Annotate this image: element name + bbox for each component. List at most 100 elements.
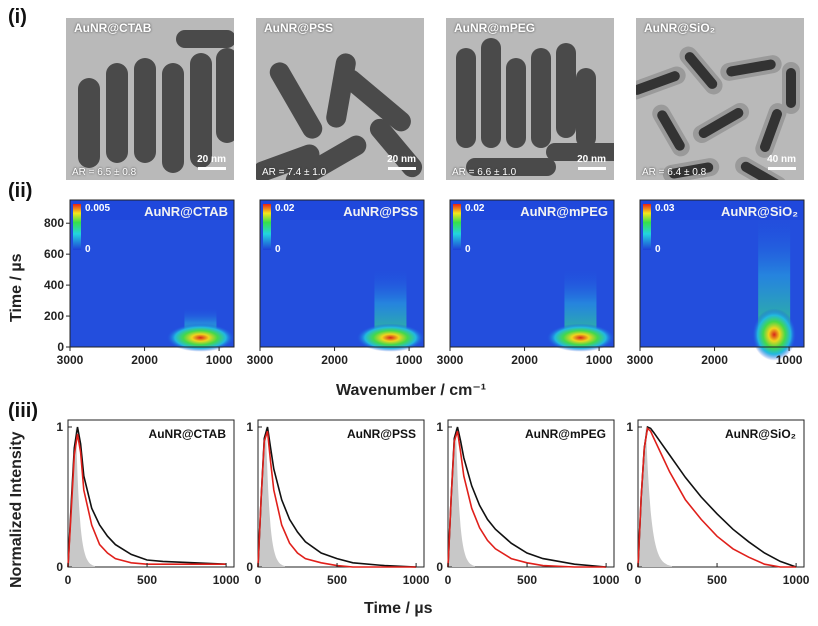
- colorbar-min-label: 0: [465, 244, 471, 255]
- heatmap-frame: [69, 199, 235, 348]
- nanorod: [466, 158, 556, 176]
- heatmap-frame: [639, 199, 805, 348]
- nanorod-core: [78, 78, 100, 168]
- irf-area: [448, 427, 475, 567]
- nanorod-core: [256, 144, 320, 180]
- nanorod-core: [668, 162, 714, 179]
- nanorod: [720, 55, 782, 81]
- row-label-ii: (ii): [8, 180, 33, 202]
- x-tick-label: 1000: [593, 573, 620, 587]
- x-tick-label: 500: [707, 573, 727, 587]
- heatmap-hotspot: [356, 323, 425, 352]
- nanorod-core: [698, 108, 744, 138]
- nanorod: [652, 104, 690, 157]
- colorbar-min-label: 0: [85, 244, 91, 255]
- row-label-i: (i): [8, 6, 27, 28]
- decay-series-red: [257, 430, 417, 568]
- decay-title: AuNR@mPEG: [525, 427, 606, 441]
- x-tick-label: 2000: [701, 353, 728, 367]
- nanorod: [531, 48, 551, 148]
- y-tick-label: 0: [57, 340, 64, 354]
- colorbar-max-label: 0.02: [465, 203, 485, 214]
- aspect-ratio-label: AR = 6.5 ± 0.8: [72, 167, 137, 178]
- heatmap-title: AuNR@PSS: [343, 204, 418, 219]
- y-tick-label: 800: [44, 216, 64, 230]
- x-tick-label: 2000: [321, 353, 348, 367]
- heatmap-hotspot: [546, 323, 615, 352]
- decay-frame: [637, 419, 805, 568]
- x-tick-label: 0: [635, 573, 642, 587]
- x-tick-label: 2000: [131, 353, 158, 367]
- x-tick-label: 0: [255, 573, 262, 587]
- nanorod: [190, 53, 212, 168]
- x-tick-label: 500: [327, 573, 347, 587]
- nanorod: [662, 158, 720, 180]
- nanorod-core: [456, 48, 476, 148]
- nanorod-core: [106, 63, 128, 163]
- y-tick-label: 0: [436, 560, 443, 574]
- decay-title: AuNR@PSS: [347, 427, 416, 441]
- nanorod-core: [576, 68, 596, 148]
- heatmap-panel: 0.03 0 AuNR@SiO₂ 3000 2000 1000: [627, 199, 805, 367]
- decay-frame: [67, 419, 235, 568]
- x-tick-label: 0: [445, 573, 452, 587]
- nanorod: [341, 69, 411, 132]
- heatmap-title: AuNR@CTAB: [144, 204, 228, 219]
- nanorod: [782, 62, 800, 114]
- nanorod-core: [556, 43, 576, 138]
- nanorod-core: [190, 53, 212, 168]
- tem-label: AuNR@SiO₂: [644, 21, 716, 35]
- colorbar-max-label: 0.02: [275, 203, 295, 214]
- irf-area: [638, 427, 672, 567]
- nanorod: [216, 48, 234, 143]
- y-tick-label: 600: [44, 247, 64, 261]
- decay-series-black: [67, 426, 227, 568]
- aspect-ratio-label: AR = 6.6 ± 1.0: [452, 167, 517, 178]
- colorbar-min-label: 0: [655, 244, 661, 255]
- tem-label: AuNR@PSS: [264, 21, 334, 35]
- y-tick-label: 0: [246, 560, 253, 574]
- colorbar: [73, 204, 81, 250]
- tem-image-ctab: AuNR@CTAB AR = 6.5 ± 0.8 20 nm: [66, 18, 234, 180]
- decay-series-red: [447, 430, 607, 568]
- nanorod: [506, 58, 526, 148]
- row-label-iii: (iii): [8, 400, 38, 422]
- heatmap-frame: [449, 199, 615, 348]
- nanorod-core: [481, 38, 501, 148]
- y-tick-label: 0: [626, 560, 633, 574]
- x-tick-label: 3000: [57, 353, 84, 367]
- nanorod-core: [506, 58, 526, 148]
- nanorod-core: [369, 118, 423, 178]
- decay-frame: [447, 419, 615, 568]
- heatmap-title: AuNR@SiO₂: [721, 204, 798, 219]
- nanorod: [269, 62, 323, 139]
- nanorod: [369, 118, 423, 178]
- nanorod: [256, 144, 320, 180]
- decay-series-black: [257, 426, 417, 568]
- scale-bar: 20 nm: [387, 154, 416, 170]
- y-tick-label: 1: [246, 420, 253, 434]
- nanorod-core: [786, 68, 796, 108]
- y-tick-label: 1: [56, 420, 63, 434]
- x-tick-label: 1000: [403, 573, 430, 587]
- decay-panel: AuNR@mPEG 0 500 1000 0 1: [436, 419, 620, 587]
- scale-bar: 20 nm: [197, 154, 226, 170]
- colorbar-max-label: 0.03: [655, 203, 675, 214]
- nanorod: [546, 143, 614, 161]
- nanorod-core: [216, 48, 234, 143]
- nanorod: [692, 103, 750, 143]
- nanorod: [162, 63, 184, 173]
- scale-bar: 40 nm: [767, 154, 796, 170]
- decay-y-axis-label: Normalized Intensity: [8, 431, 25, 588]
- heatmap-panel: 0.02 0 AuNR@PSS 3000 2000 1000: [247, 199, 425, 367]
- decay-frame: [257, 419, 425, 568]
- x-tick-label: 500: [137, 573, 157, 587]
- x-tick-label: 3000: [627, 353, 654, 367]
- tem-image-pss: AuNR@PSS AR = 7.4 ± 1.0 20 nm: [256, 18, 424, 180]
- heatmap-hotspot: [752, 308, 797, 361]
- nanorod: [456, 48, 476, 148]
- colorbar: [643, 204, 651, 250]
- decay-series-red: [637, 426, 797, 568]
- decay-panel: AuNR@SiO₂ 0 500 1000 0 1: [626, 419, 810, 587]
